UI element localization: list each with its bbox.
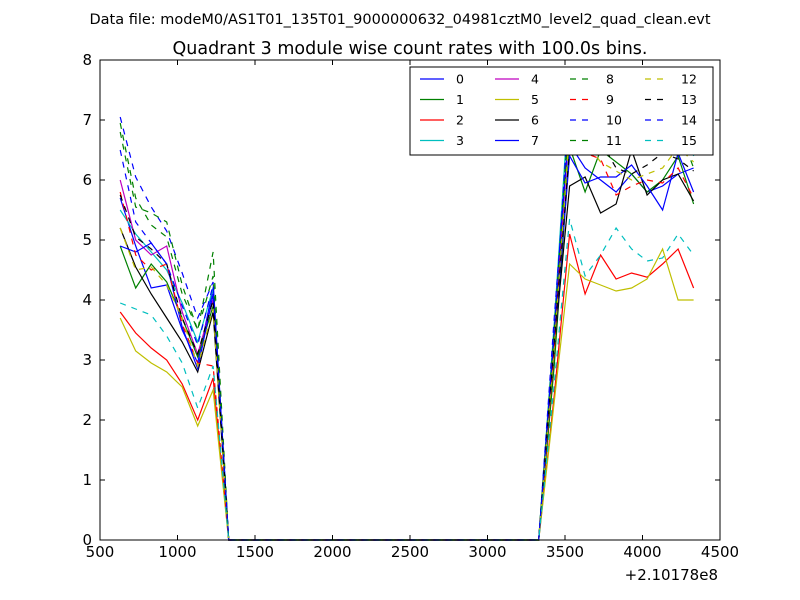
x-tick-label: 1500 xyxy=(236,543,274,561)
legend-label-5: 5 xyxy=(531,92,539,107)
tick-layer: 500 1000 1500 2000 2500 3000 3500 4000 450001234… xyxy=(82,51,739,561)
x-tick-label: 4500 xyxy=(701,543,739,561)
series-line-14 xyxy=(119,91,694,541)
x-tick-label: 2000 xyxy=(313,543,351,561)
x-tick-label: 500 xyxy=(86,543,115,561)
y-tick-label: 2 xyxy=(82,411,92,429)
x-tick-label: 1000 xyxy=(158,543,196,561)
legend-label-2: 2 xyxy=(456,113,464,128)
y-tick-label: 7 xyxy=(82,111,92,129)
legend-label-3: 3 xyxy=(456,133,464,148)
legend-label-10: 10 xyxy=(606,113,622,128)
x-tick-label: 4000 xyxy=(623,543,661,561)
series-line-15 xyxy=(119,218,695,541)
series-line-13 xyxy=(119,140,694,541)
series-line-5 xyxy=(119,247,694,541)
y-tick-label: 5 xyxy=(82,231,92,249)
x-offset-label: +2.10178e8 xyxy=(625,566,718,584)
x-tick-label: 3000 xyxy=(468,543,506,561)
legend-label-13: 13 xyxy=(681,92,697,107)
chart-title: Quadrant 3 module wise count rates with … xyxy=(173,39,648,59)
y-tick-label: 1 xyxy=(82,471,92,489)
y-tick-label: 4 xyxy=(82,291,92,309)
y-tick-label: 6 xyxy=(82,171,92,189)
legend-label-1: 1 xyxy=(456,92,464,107)
legend-label-11: 11 xyxy=(606,133,622,148)
y-tick-label: 3 xyxy=(82,351,92,369)
x-tick-label: 2500 xyxy=(391,543,429,561)
legend-label-0: 0 xyxy=(456,72,464,87)
y-tick-label: 8 xyxy=(82,51,92,69)
legend-label-8: 8 xyxy=(606,72,614,87)
legend-label-12: 12 xyxy=(681,72,697,87)
legend-label-14: 14 xyxy=(681,113,697,128)
legend-label-9: 9 xyxy=(606,92,614,107)
legend-label-7: 7 xyxy=(531,133,539,148)
legend-label-15: 15 xyxy=(681,133,697,148)
x-tick-label: 3500 xyxy=(546,543,584,561)
legend-label-6: 6 xyxy=(531,113,539,128)
legend-label-4: 4 xyxy=(531,72,539,87)
chart-suptitle: Data file: modeM0/AS1T01_135T01_90000006… xyxy=(89,12,710,28)
y-tick-label: 0 xyxy=(82,531,92,549)
